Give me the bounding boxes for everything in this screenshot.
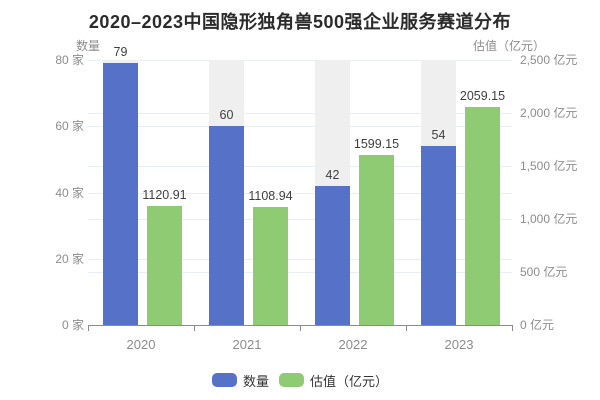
bar-valuation-2021[interactable] — [253, 207, 288, 325]
bar-quantity-2023[interactable] — [421, 146, 456, 325]
x-axis-tick — [300, 326, 301, 331]
legend-swatch-quantity — [211, 373, 237, 387]
legend: 数量 估值（亿元） — [0, 370, 600, 390]
bar-label-valuation-2020: 1120.91 — [142, 188, 187, 203]
y-axis-label-left: 80 家 — [55, 53, 84, 67]
x-axis-label-2021: 2021 — [232, 337, 262, 352]
gridline — [88, 258, 512, 260]
x-axis-line — [88, 325, 513, 326]
bar-label-quantity-2022: 42 — [325, 167, 340, 182]
gridline — [88, 192, 512, 194]
gridline — [88, 113, 512, 114]
bar-label-quantity-2020: 79 — [113, 45, 128, 60]
bar-quantity-2022[interactable] — [315, 185, 350, 325]
bar-valuation-2022[interactable] — [359, 155, 394, 325]
x-axis-tick — [512, 326, 513, 331]
legend-label-quantity: 数量 — [242, 373, 269, 389]
y-axis-label-right: 0 亿元 — [520, 318, 555, 332]
x-axis-tick — [406, 326, 407, 331]
gridline — [88, 219, 512, 220]
y-axis-label-right: 2,000 亿元 — [520, 106, 578, 120]
bar-label-quantity-2021: 60 — [219, 108, 234, 123]
bar-label-valuation-2023: 2059.15 — [459, 88, 506, 103]
x-axis-tick — [88, 326, 89, 331]
y-axis-label-left: 60 家 — [55, 119, 84, 134]
y-axis-label-left: 40 家 — [55, 185, 84, 200]
left-axis-title: 数量 — [76, 39, 101, 53]
bar-valuation-2023[interactable] — [465, 106, 500, 325]
legend-item-valuation[interactable]: 估值（亿元） — [279, 371, 388, 390]
bar-valuation-2020[interactable] — [147, 206, 182, 325]
bar-quantity-2021[interactable] — [209, 126, 244, 325]
gridline — [88, 126, 512, 128]
gridline — [88, 166, 512, 167]
bar-quantity-2020[interactable] — [103, 63, 138, 325]
legend-item-quantity[interactable]: 数量 — [211, 371, 269, 390]
bar-label-quantity-2023: 54 — [431, 128, 446, 143]
plot-area: 79 60 42 54 1120.91 1108.94 1599.15 2059.15 — [88, 45, 512, 325]
x-axis-tick — [194, 326, 195, 331]
x-axis-label-2023: 2023 — [444, 337, 474, 352]
bar-label-valuation-2021: 1108.94 — [248, 189, 293, 204]
gridline — [88, 272, 512, 273]
x-axis-label-2022: 2022 — [338, 337, 368, 352]
bar-label-valuation-2022: 1599.15 — [353, 137, 400, 152]
chart-title: 2020–2023中国隐形独角兽500强企业服务赛道分布 — [88, 12, 512, 32]
y-axis-label-right: 2,500 亿元 — [520, 53, 578, 67]
y-axis-label-right: 1,000 亿元 — [520, 212, 578, 226]
y-axis-label-right: 1,500 亿元 — [520, 159, 578, 173]
x-axis-label-2020: 2020 — [126, 337, 156, 352]
gridline — [88, 60, 512, 61]
legend-label-valuation: 估值（亿元） — [310, 373, 389, 389]
y-axis-label-right: 500 亿元 — [520, 265, 568, 279]
y-axis-label-left: 0 家 — [61, 318, 84, 332]
y-axis-label-left: 20 家 — [55, 251, 84, 266]
right-axis-title: 估值（亿元） — [472, 39, 545, 53]
legend-swatch-valuation — [279, 373, 304, 387]
